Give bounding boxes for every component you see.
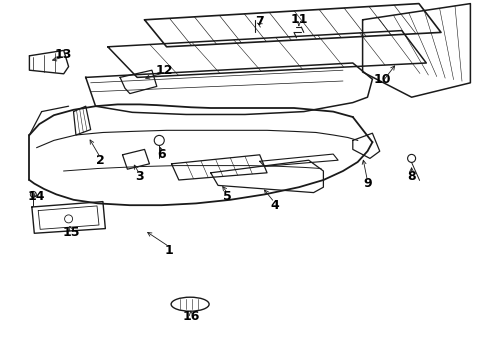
Text: 14: 14 (28, 190, 46, 203)
Text: 10: 10 (373, 73, 391, 86)
Text: 4: 4 (270, 199, 279, 212)
Text: 16: 16 (182, 310, 200, 323)
Text: 13: 13 (55, 48, 73, 60)
Text: 11: 11 (290, 13, 308, 26)
Text: 12: 12 (155, 64, 173, 77)
Text: 2: 2 (96, 154, 105, 167)
Text: 3: 3 (135, 170, 144, 183)
Text: 1: 1 (165, 244, 173, 257)
Text: 9: 9 (363, 177, 372, 190)
Text: 7: 7 (255, 15, 264, 28)
Text: 6: 6 (157, 148, 166, 161)
Text: 8: 8 (407, 170, 416, 183)
Text: 5: 5 (223, 190, 232, 203)
Text: 15: 15 (62, 226, 80, 239)
